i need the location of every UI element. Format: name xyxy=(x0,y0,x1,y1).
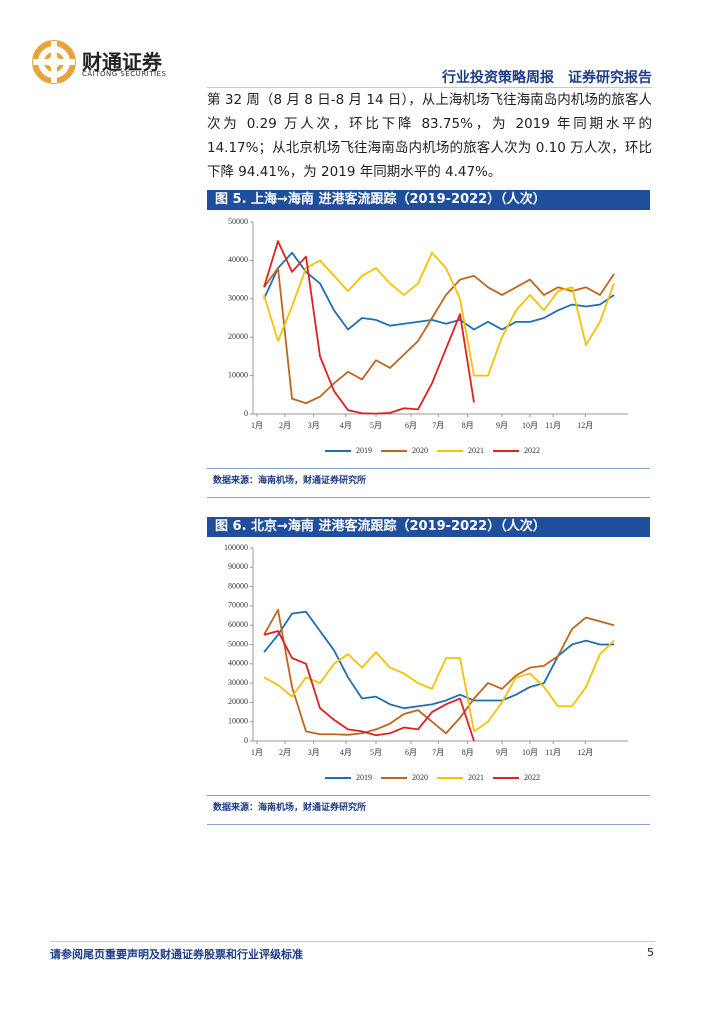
logo-name: 财通证券 xyxy=(82,50,162,74)
rule xyxy=(207,824,650,825)
y-tick-label: 10000 xyxy=(228,717,248,726)
page-number: 5 xyxy=(647,946,654,959)
x-tick-label: 5月 xyxy=(370,421,382,430)
y-tick-label: 70000 xyxy=(228,601,248,610)
footer-note: 请参阅尾页重要声明及财通证券股票和行业评级标准 xyxy=(50,948,303,961)
x-tick-label: 9月 xyxy=(496,421,508,430)
x-tick-label: 6月 xyxy=(405,421,417,430)
x-tick-label: 4月 xyxy=(340,421,352,430)
series-line xyxy=(263,608,615,736)
y-tick-label: 10000 xyxy=(228,370,248,379)
x-tick-label: 10月 xyxy=(522,421,538,430)
legend-label: 2021 xyxy=(468,446,484,455)
x-tick-label: 9月 xyxy=(496,748,508,757)
x-tick-label: 7月 xyxy=(432,748,444,757)
legend-label: 2022 xyxy=(524,446,540,455)
x-tick-label: 8月 xyxy=(462,748,474,757)
figure-title: 图 6. 北京→海南 进港客流跟踪（2019-2022）（人次） xyxy=(207,517,650,537)
x-tick-label: 1月 xyxy=(251,748,263,757)
y-tick-label: 20000 xyxy=(228,332,248,341)
legend-label: 2020 xyxy=(412,446,428,455)
x-tick-label: 1月 xyxy=(251,421,263,430)
series-line xyxy=(263,630,475,742)
x-tick-label: 11月 xyxy=(545,421,561,430)
x-tick-label: 12月 xyxy=(577,748,593,757)
legend-label: 2019 xyxy=(356,773,372,782)
y-tick-label: 0 xyxy=(244,409,248,418)
y-tick-label: 90000 xyxy=(228,562,248,571)
y-tick-label: 40000 xyxy=(228,255,248,264)
series-line xyxy=(263,267,615,405)
series-line xyxy=(263,639,615,733)
series-line xyxy=(263,610,614,710)
x-tick-label: 8月 xyxy=(462,421,474,430)
y-tick-label: 0 xyxy=(244,736,248,745)
body-paragraph: 第 32 周（8 月 8 日-8 月 14 日），从上海机场飞往海南岛内机场的旅… xyxy=(207,92,652,180)
rule xyxy=(207,468,650,469)
logo-english: CAITONG SECURITIES xyxy=(82,70,167,78)
rule xyxy=(207,795,650,796)
x-tick-label: 7月 xyxy=(432,421,444,430)
logo-emblem xyxy=(32,40,76,84)
series-line xyxy=(263,251,615,377)
rule xyxy=(207,497,650,498)
y-tick-label: 60000 xyxy=(228,620,248,629)
x-tick-label: 10月 xyxy=(522,748,538,757)
legend-label: 2020 xyxy=(412,773,428,782)
chart: 0 10000 20000 30000 40000 50000 60000 70000 8000… xyxy=(224,543,628,782)
x-tick-label: 3月 xyxy=(308,748,320,757)
y-tick-label: 40000 xyxy=(228,659,248,668)
y-tick-label: 50000 xyxy=(228,217,248,226)
y-tick-label: 100000 xyxy=(224,543,248,552)
x-tick-label: 2月 xyxy=(279,748,291,757)
x-tick-label: 2月 xyxy=(279,421,291,430)
legend-label: 2019 xyxy=(356,446,372,455)
x-tick-label: 4月 xyxy=(340,748,352,757)
legend-label: 2021 xyxy=(468,773,484,782)
legend-label: 2022 xyxy=(524,773,540,782)
x-tick-label: 11月 xyxy=(545,748,561,757)
source: 数据来源：海南机场，财通证券研究所 xyxy=(213,476,367,486)
y-tick-label: 50000 xyxy=(228,639,248,648)
series-line xyxy=(263,240,475,415)
chart: 0 10000 20000 30000 40000 50000 1月 2月 3月 4月 5月 6月 7月… xyxy=(228,217,628,455)
series-line xyxy=(263,251,615,331)
y-tick-label: 80000 xyxy=(228,581,248,590)
header-rule xyxy=(207,87,652,88)
report-type: 行业投资策略周报 证券研究报告 xyxy=(442,70,652,86)
x-tick-label: 5月 xyxy=(370,748,382,757)
y-tick-label: 30000 xyxy=(228,678,248,687)
y-tick-label: 20000 xyxy=(228,697,248,706)
source: 数据来源：海南机场，财通证券研究所 xyxy=(213,803,367,813)
x-tick-label: 6月 xyxy=(405,748,417,757)
figure-title: 图 5. 上海→海南 进港客流跟踪（2019-2022）（人次） xyxy=(207,190,650,210)
x-tick-label: 12月 xyxy=(577,421,593,430)
x-tick-label: 3月 xyxy=(308,421,320,430)
y-tick-label: 30000 xyxy=(228,294,248,303)
footer-rule xyxy=(50,941,655,942)
